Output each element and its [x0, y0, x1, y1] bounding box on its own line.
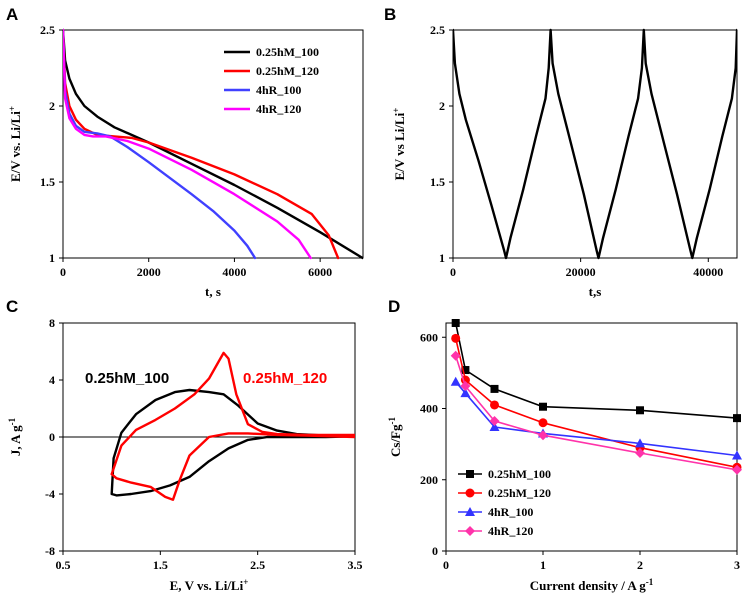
panel-letter: D — [388, 297, 400, 316]
y-tick-label: 1.5 — [430, 175, 445, 189]
data-point-diamond — [450, 350, 461, 361]
x-tick-label: 6000 — [308, 265, 332, 279]
legend-label: 4hR_100 — [488, 505, 533, 519]
legend-label: 4hR_120 — [256, 102, 301, 116]
data-point-triangle — [450, 376, 461, 386]
y-tick-label: 2.5 — [40, 23, 55, 37]
x-tick-label: 0 — [60, 265, 66, 279]
panel-d: D 0 1 2 3 0 200 400 600 Current density / A g-1 Cs… — [387, 297, 742, 593]
data-point-triangle — [489, 422, 500, 432]
plot-frame — [452, 29, 738, 259]
plot-frame — [62, 29, 364, 259]
series-line-0-25hm-120 — [63, 28, 340, 260]
data-point-square — [733, 414, 741, 423]
panel-a: A 0 2000 4000 6000 1 1.5 2 2.5 t, s E/V vs. Li/Li+… — [6, 5, 364, 299]
data-point-circle — [451, 333, 461, 343]
data-point-triangle — [732, 450, 742, 460]
series-line-4hr-120 — [454, 354, 737, 471]
y-tick-label: 400 — [420, 402, 438, 416]
legend-marker-square — [466, 470, 474, 478]
panel-b: B 0 20000 40000 1 1.5 2 2.5 t,s E/V vs Li/Li+ — [384, 5, 738, 299]
data-point-diamond — [635, 448, 645, 459]
data-point-triangle — [460, 388, 471, 398]
data-point-triangle — [635, 438, 645, 448]
series-line-0-25hm-100 — [63, 28, 363, 260]
data-point-square — [490, 384, 499, 393]
y-tick-label: 8 — [49, 316, 55, 330]
x-axis-label: t,s — [589, 284, 602, 299]
y-tick-label: 2.5 — [430, 23, 445, 37]
y-tick-label: 1 — [439, 251, 445, 265]
x-tick-label: 1.5 — [153, 558, 168, 572]
x-tick-label: 20000 — [566, 265, 596, 279]
y-axis-label: E/V vs. Li/Li+ — [7, 106, 23, 182]
series-line-gcd-cycles — [453, 28, 737, 260]
x-tick-label: 0 — [443, 558, 449, 572]
data-point-diamond — [538, 430, 548, 441]
y-axis-label: E/V vs Li/Li+ — [391, 108, 407, 181]
y-tick-label: 0 — [49, 430, 55, 444]
y-tick-label: -8 — [45, 544, 55, 558]
data-point-circle — [538, 418, 548, 428]
x-tick-label: 0 — [450, 265, 456, 279]
y-axis-label: J, A g-1 — [7, 417, 23, 456]
x-axis-label: t, s — [205, 284, 221, 299]
x-tick-label: 4000 — [222, 265, 246, 279]
x-tick-label: 3 — [734, 558, 740, 572]
legend-label: 0.25hM_120 — [488, 486, 551, 500]
legend-marker-diamond — [465, 526, 475, 536]
series-line-0-25hm-100 — [110, 388, 355, 497]
data-point-diamond — [489, 415, 500, 426]
panel-letter: A — [6, 5, 18, 24]
x-tick-label: 2 — [637, 558, 643, 572]
y-axis-label: Cs/Fg-1 — [387, 417, 403, 457]
legend-label: 0.25hM_120 — [256, 64, 319, 78]
series-line-4hr-100 — [63, 28, 257, 260]
plot-frame — [445, 322, 738, 552]
panel-letter: B — [384, 5, 396, 24]
y-tick-label: 600 — [420, 330, 438, 344]
x-tick-label: 0.5 — [56, 558, 71, 572]
data-point-diamond — [460, 381, 471, 392]
series-line-0-25hm-100 — [454, 322, 737, 419]
x-tick-label: 1 — [540, 558, 546, 572]
y-tick-label: 1.5 — [40, 175, 55, 189]
series-line-0-25hm-120 — [454, 337, 737, 469]
y-tick-label: 4 — [49, 373, 55, 387]
y-tick-label: 1 — [49, 251, 55, 265]
x-tick-label: 2000 — [137, 265, 161, 279]
data-point-square — [539, 402, 547, 411]
y-tick-label: 2 — [439, 99, 445, 113]
legend-label: 4hR_120 — [488, 524, 533, 538]
series-annotation: 0.25hM_120 — [243, 370, 327, 387]
legend-marker-triangle — [465, 507, 475, 516]
panel-letter: C — [6, 297, 18, 316]
series-annotation: 0.25hM_100 — [85, 370, 169, 387]
y-tick-label: 0 — [432, 544, 438, 558]
legend-marker-circle — [465, 488, 475, 498]
legend-label: 0.25hM_100 — [488, 467, 551, 481]
data-point-square — [636, 406, 644, 415]
legend-label: 0.25hM_100 — [256, 45, 319, 59]
x-tick-label: 40000 — [693, 265, 723, 279]
data-point-diamond — [732, 464, 742, 475]
y-tick-label: 2 — [49, 99, 55, 113]
x-axis-label: E, V vs. Li/Li+ — [170, 577, 249, 593]
data-point-square — [461, 366, 470, 375]
data-point-circle — [490, 400, 499, 410]
y-tick-label: 200 — [420, 473, 438, 487]
y-tick-label: -4 — [45, 487, 55, 501]
series-line-4hr-120 — [63, 28, 312, 260]
legend-label: 4hR_100 — [256, 83, 301, 97]
x-axis-label: Current density / A g-1 — [530, 577, 654, 593]
x-tick-label: 2.5 — [250, 558, 265, 572]
data-point-square — [451, 319, 460, 327]
panel-c: C 0.5 1.5 2.5 3.5 -8 -4 0 4 8 E, V vs. Li/Li+ J, A … — [6, 297, 363, 593]
x-tick-label: 3.5 — [348, 558, 363, 572]
series-line-0-25hm-120 — [110, 351, 355, 501]
